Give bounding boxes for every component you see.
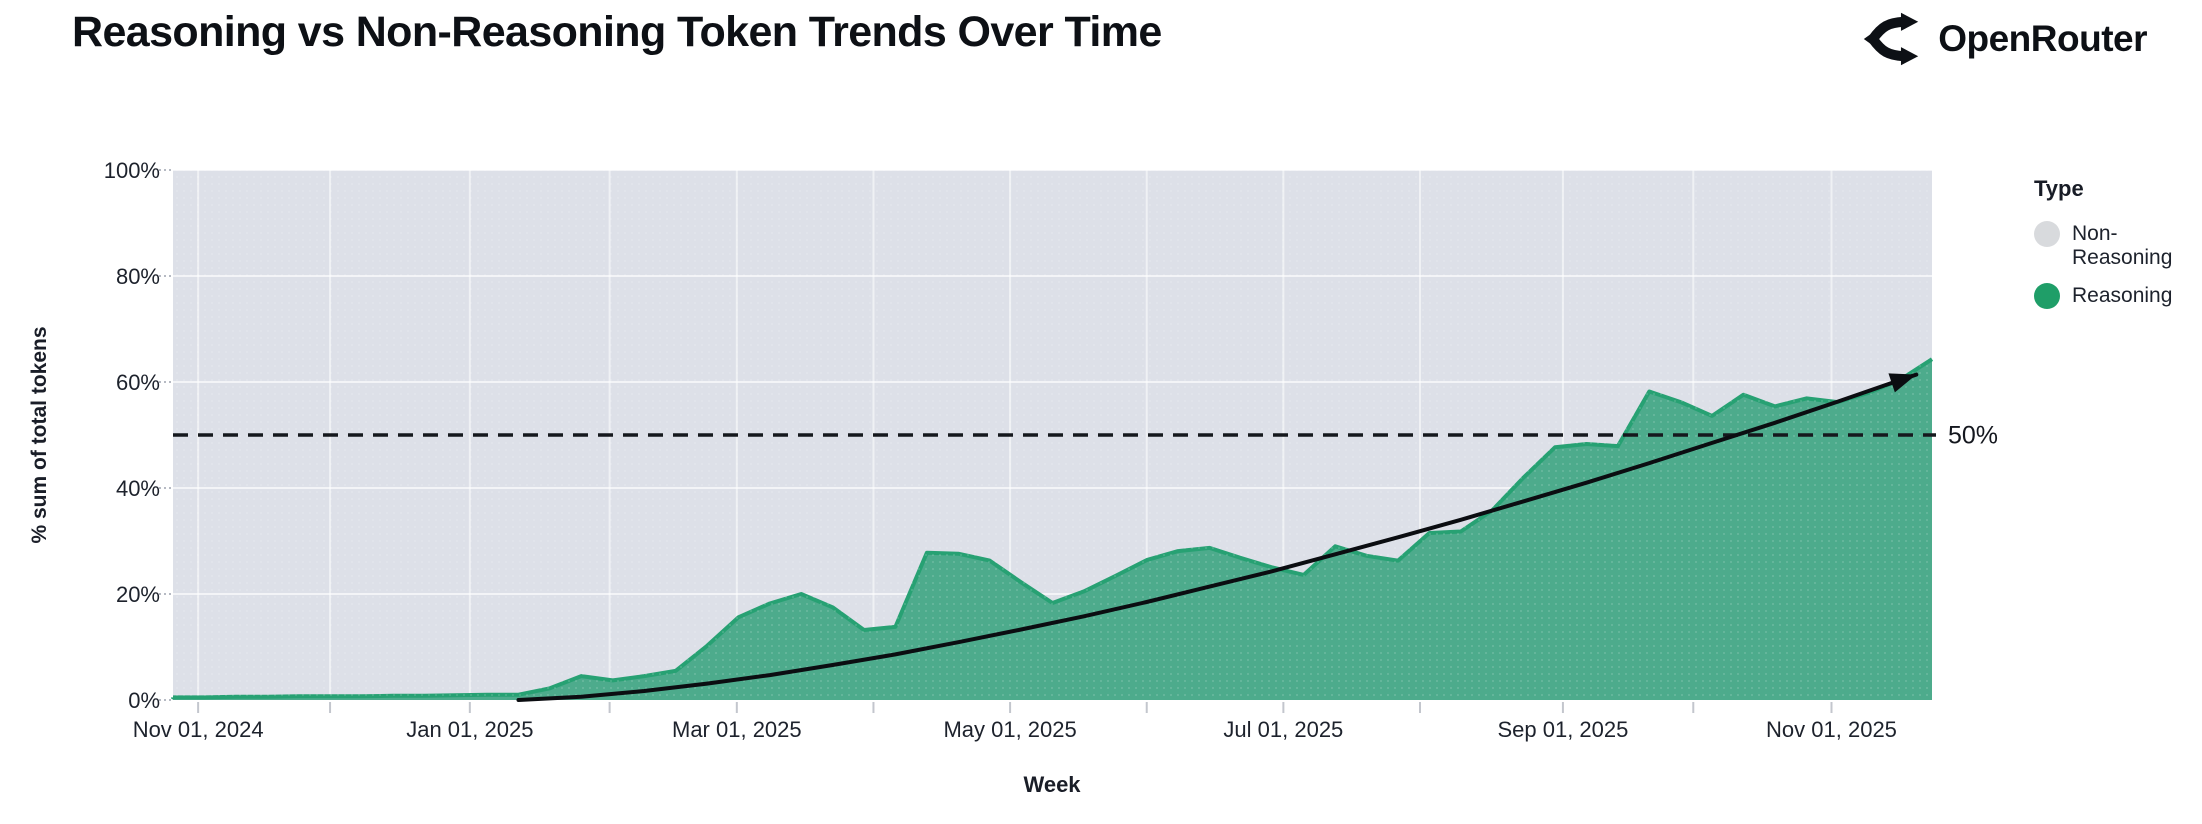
brand: OpenRouter bbox=[1862, 10, 2147, 68]
y-tick-label: 0% bbox=[128, 688, 160, 713]
legend-swatch-icon bbox=[2034, 221, 2060, 247]
page-title: Reasoning vs Non-Reasoning Token Trends … bbox=[72, 8, 1162, 56]
legend-item-label: Reasoning bbox=[2072, 283, 2173, 307]
legend-item-non-reasoning: Non-Reasoning bbox=[2034, 221, 2194, 270]
openrouter-logo-icon bbox=[1862, 10, 1920, 68]
x-tick-label: Sep 01, 2025 bbox=[1497, 717, 1628, 742]
trend-arrowhead-icon bbox=[1888, 373, 1917, 393]
y-tick-label: 20% bbox=[116, 582, 160, 607]
y-tick-label: 80% bbox=[116, 264, 160, 289]
y-tick-label: 100% bbox=[104, 158, 160, 183]
y-tick-label: 40% bbox=[116, 476, 160, 501]
x-axis-title: Week bbox=[1023, 772, 1081, 797]
x-tick-label: Jul 01, 2025 bbox=[1223, 717, 1343, 742]
legend-swatch-icon bbox=[2034, 282, 2060, 309]
y-axis-title: % sum of total tokens bbox=[28, 326, 51, 544]
trend-line bbox=[516, 372, 1919, 702]
legend: Type Non-Reasoning Reasoning bbox=[2034, 176, 2194, 323]
legend-item-reasoning: Reasoning bbox=[2034, 282, 2194, 309]
fifty-percent-label: 50% bbox=[1948, 421, 1999, 450]
x-tick-label: May 01, 2025 bbox=[943, 717, 1076, 742]
legend-items: Non-Reasoning Reasoning bbox=[2034, 221, 2194, 309]
brand-name: OpenRouter bbox=[1938, 18, 2147, 59]
x-tick-label: Jan 01, 2025 bbox=[406, 717, 533, 742]
x-tick-label: Mar 01, 2025 bbox=[672, 717, 802, 742]
legend-item-label: Non-Reasoning bbox=[2072, 222, 2173, 269]
x-tick-label: Nov 01, 2025 bbox=[1766, 717, 1897, 742]
x-tick-label: Nov 01, 2024 bbox=[133, 717, 264, 742]
legend-title: Type bbox=[2034, 176, 2084, 201]
y-tick-label: 60% bbox=[116, 370, 160, 395]
